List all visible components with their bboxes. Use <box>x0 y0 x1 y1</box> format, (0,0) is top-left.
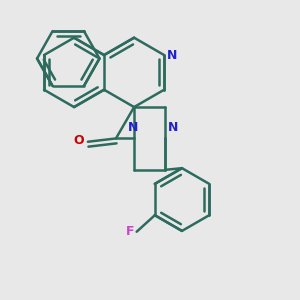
Text: N: N <box>167 49 177 62</box>
Text: O: O <box>73 134 84 147</box>
Text: N: N <box>168 122 178 134</box>
Text: N: N <box>128 122 138 134</box>
Text: F: F <box>125 225 134 238</box>
